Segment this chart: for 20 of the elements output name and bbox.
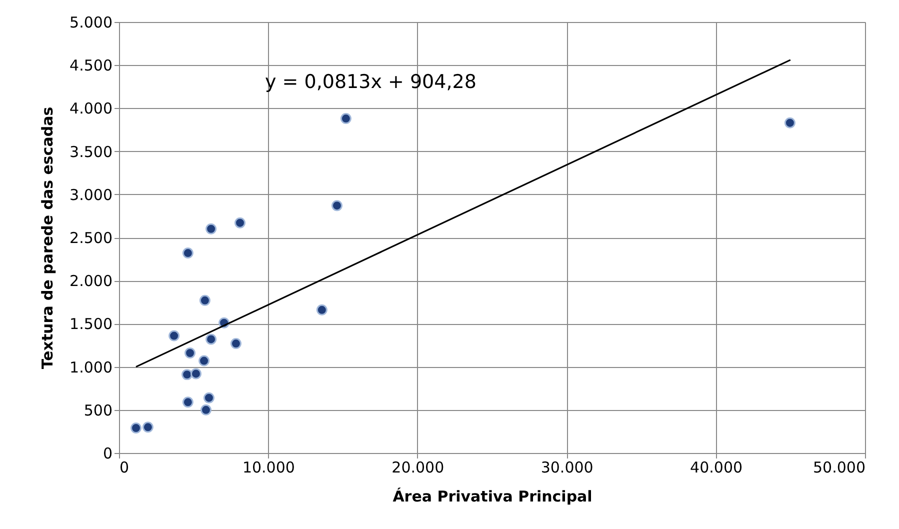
y-tick-label: 1.500 [70,315,112,334]
y-tick-label: 1.000 [70,358,112,376]
annotation: y = 0,0813x + 904,28 [265,71,476,93]
y-tick-label: 3.000 [70,186,112,204]
y-tick-label: 500 [84,401,112,420]
y-tick-label: 5.000 [70,14,112,32]
y-tick-label: 4.000 [70,100,112,118]
x-tick-label: 10.000 [242,458,295,476]
x-tick-label: 40.000 [690,458,743,476]
x-tick-label: 0 [120,458,130,476]
y-tick-label: 4.500 [70,56,112,75]
x-tick-label: 20.000 [392,458,444,476]
y-tick-label: 3.500 [70,142,112,161]
y-tick-label: 2.500 [70,229,112,247]
y-axis-title: Textura de parede das escadas [38,106,57,370]
y-tick-label: 2.000 [70,272,112,290]
x-tick-label: 50.000 [813,458,866,476]
x-tick-label: 30.000 [540,458,594,476]
x-axis-title: Área Privativa Principal [392,488,592,506]
y-tick-label: 0 [102,444,112,462]
